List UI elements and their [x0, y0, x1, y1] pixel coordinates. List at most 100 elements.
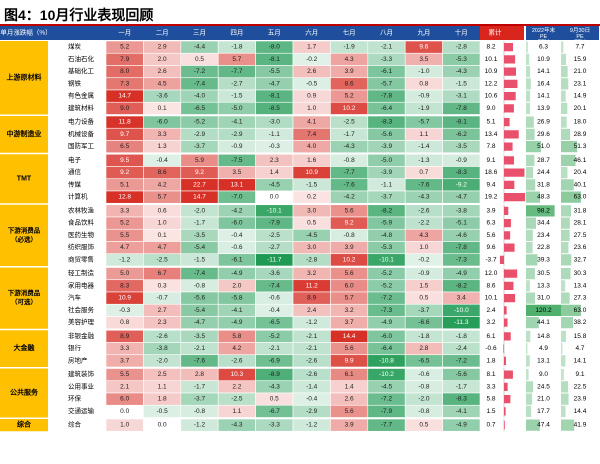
month-value: 7.3 [120, 80, 129, 87]
month-value: -5.4 [194, 244, 206, 251]
month-value: -5.0 [231, 105, 243, 112]
pe-2022-value: 29.6 [537, 131, 550, 138]
industry-cell [50, 292, 106, 305]
month-value: -6.6 [418, 319, 430, 326]
cumulative-value: 9.1 [486, 157, 495, 164]
month-value: -4.8 [381, 232, 393, 239]
pe-now-value: 32.7 [574, 256, 587, 263]
month-value: 0.0 [158, 422, 167, 429]
pe-2022-bar [526, 393, 533, 405]
month-value: -4.5 [306, 232, 318, 239]
industry-cell [50, 90, 106, 103]
industry-cell [50, 166, 106, 179]
header-pe-now: 9月30日 PE TTM [570, 27, 590, 46]
pe-now-value: 18.0 [574, 119, 587, 126]
month-value: 9.0 [120, 105, 129, 112]
pe-2022-bar [526, 102, 531, 114]
header-pe-2022: 2022年末 PE TTM [532, 26, 556, 46]
month-value: 3.9 [345, 68, 354, 75]
month-value: -0.9 [231, 143, 243, 150]
industry-label: 国防军工 [68, 141, 95, 150]
month-value: -0.3 [269, 143, 281, 150]
pe-2022-bar [526, 66, 531, 78]
month-value: -4.4 [194, 44, 206, 51]
industry-label: 计算机 [68, 192, 88, 201]
month-value: 3.9 [345, 422, 354, 429]
pe-2022-value: 120.2 [535, 307, 552, 314]
month-value: 9.2 [195, 169, 204, 176]
month-value: -5.4 [194, 307, 206, 314]
industry-label: 有色金属 [68, 91, 94, 100]
cumulative-value: -3.7 [485, 256, 497, 263]
month-value: -7.8 [456, 244, 468, 251]
group-cell [0, 330, 48, 367]
month-value: 2.0 [158, 56, 167, 63]
month-value: 0.1 [158, 232, 167, 239]
cumulative-bar [504, 92, 516, 101]
month-value: -4.1 [456, 408, 468, 415]
month-value: -7.6 [194, 357, 206, 364]
pe-now-value: 40.1 [574, 181, 587, 188]
month-value: -2.5 [343, 119, 355, 126]
pe-now-value: 38.2 [574, 319, 587, 326]
month-value: -8.1 [269, 93, 281, 100]
month-cell [442, 101, 481, 115]
month-value: -10.2 [379, 371, 394, 378]
month-value: -4.2 [231, 207, 243, 214]
group-label: 综合 [17, 420, 32, 429]
month-value: 5.7 [345, 295, 354, 302]
month-value: 1.0 [158, 220, 167, 227]
cumulative-value: 5.8 [486, 396, 495, 403]
pe-2022-value: 14.1 [537, 68, 550, 75]
month-value: 3.7 [120, 357, 129, 364]
industry-cell [50, 116, 106, 129]
month-value: -2.5 [231, 396, 243, 403]
cumulative-value: 5.6 [486, 232, 495, 239]
industry-label: 电子 [68, 155, 82, 164]
month-value: -2.5 [156, 256, 168, 263]
month-cell [442, 190, 481, 204]
month-value: 1.4 [345, 383, 354, 390]
month-value: -3.7 [381, 194, 393, 201]
cumulative-bar [504, 156, 515, 165]
pe-now-value: 51.3 [574, 143, 587, 150]
month-value: -2.0 [156, 357, 168, 364]
cumulative-value: -0.6 [485, 345, 497, 352]
pe-2022-value: 9.0 [539, 371, 548, 378]
month-value: 8.6 [158, 169, 167, 176]
pe-now-value: 23.1 [574, 80, 587, 87]
month-value: -1.2 [306, 422, 318, 429]
month-value: -6.4 [381, 345, 393, 352]
cumulative-value: 2.4 [486, 307, 495, 314]
month-value: -6.0 [156, 119, 168, 126]
pe-2022-bar [526, 369, 529, 381]
cumulative-value: 8.2 [486, 44, 495, 51]
month-value: -7.7 [381, 422, 393, 429]
month-value: 4.2 [158, 181, 167, 188]
header-month-4: 四月 [230, 29, 243, 37]
pe-now-bar [561, 167, 568, 179]
cumulative-value: 3.2 [486, 319, 495, 326]
pe-now-bar [561, 242, 569, 254]
pe-now-value: 28.1 [574, 220, 587, 227]
month-value: 4.2 [232, 345, 241, 352]
pe-now-bar [561, 90, 566, 102]
month-value: -8.0 [269, 44, 281, 51]
month-value: -6.2 [456, 131, 468, 138]
pe-now-value: 9.1 [575, 371, 584, 378]
month-value: 0.8 [419, 80, 428, 87]
month-value: -1.7 [194, 220, 206, 227]
pe-now-bar [561, 229, 570, 241]
pe-2022-value: 39.3 [537, 256, 550, 263]
month-value: 3.9 [345, 244, 354, 251]
pe-now-bar [561, 381, 569, 393]
month-value: -7.2 [194, 68, 206, 75]
pe-now-bar [561, 292, 570, 304]
header-month-6: 六月 [305, 28, 318, 37]
cumulative-value: 9.6 [486, 244, 495, 251]
cumulative-value: 3.3 [486, 383, 495, 390]
pe-now-bar [561, 217, 570, 229]
month-value: -0.2 [306, 56, 318, 63]
month-value: 1.4 [270, 169, 279, 176]
month-value: 5.6 [345, 345, 354, 352]
